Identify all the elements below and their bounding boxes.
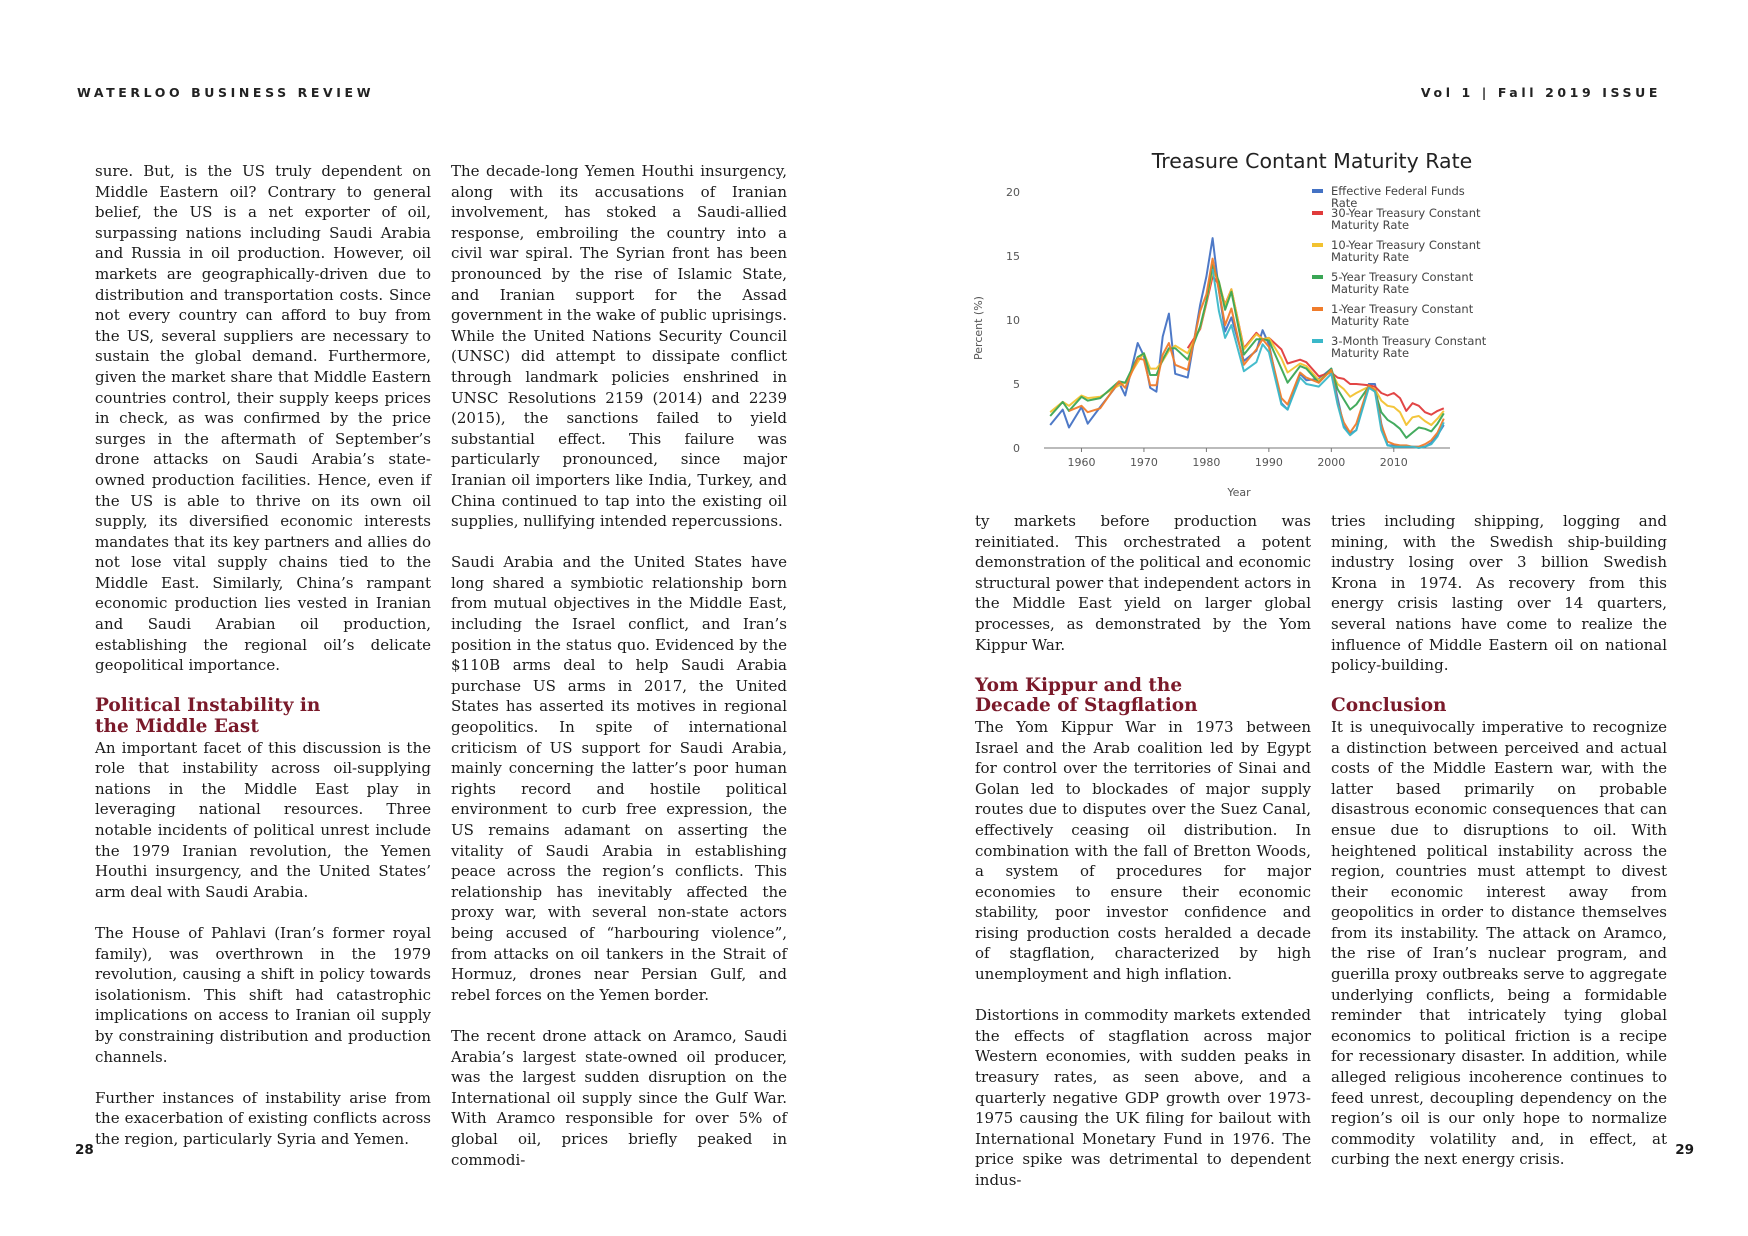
x-tick-label: 1960 — [1067, 456, 1095, 469]
legend-label-4: 1-Year Treasury Constant — [1331, 302, 1474, 316]
y-tick-label: 10 — [1006, 314, 1020, 327]
paragraph: The Yom Kippur War in 1973 between Israe… — [975, 717, 1311, 984]
legend-swatch-2 — [1312, 243, 1323, 247]
x-tick-label: 1980 — [1192, 456, 1220, 469]
x-tick-label: 2010 — [1380, 456, 1408, 469]
column-3: ty markets before production was reiniti… — [975, 511, 1311, 1191]
paragraph: tries including shipping, logging and mi… — [1331, 512, 1667, 675]
heading-line-2: the Middle East — [95, 716, 259, 738]
page-number-left: 28 — [75, 1142, 94, 1158]
legend-swatch-5 — [1312, 339, 1323, 343]
legend-swatch-0 — [1312, 189, 1323, 193]
y-axis-label: Percent (%) — [972, 296, 985, 360]
paragraph: It is unequivocally imperative to recogn… — [1331, 717, 1667, 1169]
running-head-right: Vol 1 | Fall 2019 ISSUE — [1420, 85, 1661, 100]
legend-label-cont-2: Maturity Rate — [1331, 250, 1409, 264]
column-2: The decade-long Yemen Houthi insurgency,… — [451, 161, 787, 1170]
section-heading: Conclusion — [1331, 695, 1447, 717]
chart-axes: 1960 1970 1980 1990 2000 2010 0 5 10 15 20 — [1006, 186, 1450, 469]
page-number-right: 29 — [1675, 1142, 1694, 1158]
legend-label-cont-3: Maturity Rate — [1331, 282, 1409, 296]
y-tick-label: 0 — [1013, 442, 1020, 455]
chart-title: Treasure Contant Maturity Rate — [1151, 149, 1473, 173]
column-1: sure. But, is the US truly dependent on … — [95, 161, 431, 1150]
legend-label-cont-0: Rate — [1331, 196, 1357, 210]
legend-label-1: 30-Year Treasury Constant — [1331, 206, 1481, 220]
y-tick-label: 15 — [1006, 250, 1020, 263]
paragraph: The decade-long Yemen Houthi insurgency,… — [451, 162, 787, 531]
paragraph: ty markets before production was reiniti… — [975, 512, 1311, 654]
paragraph: Saudi Arabia and the United States have … — [451, 553, 787, 1004]
x-axis-label: Year — [1226, 486, 1251, 499]
treasury-rate-chart: Treasure Contant Maturity Rate 1960 1970 1… — [972, 149, 1487, 499]
legend-label-cont-4: Maturity Rate — [1331, 314, 1409, 328]
paragraph: The recent drone attack on Aramco, Saudi… — [451, 1026, 787, 1169]
y-tick-label: 5 — [1013, 378, 1020, 391]
paragraph: The House of Pahlavi (Iran’s former roya… — [95, 923, 431, 1066]
paragraph: Further instances of instability arise f… — [95, 1088, 431, 1148]
series-line-4 — [1068, 257, 1445, 448]
legend-swatch-3 — [1312, 275, 1323, 279]
legend-swatch-4 — [1312, 307, 1323, 311]
column-4: tries including shipping, logging and mi… — [1331, 511, 1667, 1170]
legend-swatch-1 — [1312, 211, 1323, 215]
legend-label-5: 3-Month Treasury Constant — [1331, 334, 1487, 348]
paragraph: sure. But, is the US truly dependent on … — [95, 162, 431, 675]
heading-line-1: Yom Kippur and the — [975, 674, 1183, 696]
legend-label-0: Effective Federal Funds — [1331, 184, 1465, 198]
heading-line-2: Decade of Stagflation — [975, 695, 1198, 717]
legend-label-cont-1: Maturity Rate — [1331, 218, 1409, 232]
legend-label-cont-5: Maturity Rate — [1331, 346, 1409, 360]
legend-label-3: 5-Year Treasury Constant — [1331, 270, 1474, 284]
x-tick-label: 2000 — [1317, 456, 1345, 469]
x-tick-label: 1990 — [1255, 456, 1283, 469]
section-heading: Political Instability in the Middle East — [95, 696, 431, 737]
heading-line-1: Political Instability in — [95, 695, 321, 717]
paragraph: An important facet of this discussion is… — [95, 738, 431, 901]
section-heading: Yom Kippur and the Decade of Stagflation — [975, 674, 1311, 717]
series-line-5 — [1211, 268, 1445, 449]
paragraph: Distortions in commodity markets extende… — [975, 1006, 1311, 1189]
x-tick-label: 1970 — [1130, 456, 1158, 469]
y-tick-label: 20 — [1006, 186, 1020, 199]
chart-lines — [1049, 237, 1445, 449]
series-line-0 — [1049, 237, 1445, 448]
legend-label-2: 10-Year Treasury Constant — [1331, 238, 1481, 252]
running-head-left: WATERLOO BUSINESS REVIEW — [77, 85, 375, 100]
